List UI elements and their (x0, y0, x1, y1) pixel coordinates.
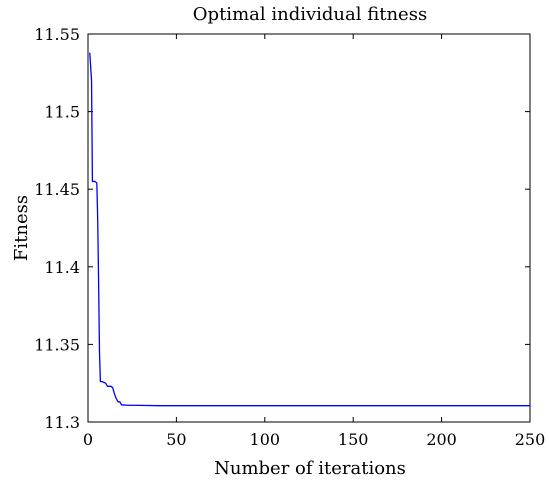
x-axis-label: Number of iterations (214, 458, 406, 479)
x-tick-label: 100 (250, 430, 281, 449)
y-tick-label: 11.3 (44, 413, 80, 432)
fitness-series-line (89, 52, 530, 407)
x-tick-label: 50 (166, 430, 186, 449)
x-tick-label: 150 (338, 430, 369, 449)
plot-area (87, 33, 531, 423)
y-tick-label: 11.4 (44, 258, 80, 277)
y-tick-label: 11.35 (34, 335, 80, 354)
x-tick-label: 200 (426, 430, 457, 449)
series-layer (89, 52, 530, 407)
y-axis: 11.3 11.35 11.4 11.45 11.5 11.55 (34, 25, 530, 432)
x-axis: 0 50 100 150 200 250 (83, 34, 545, 449)
x-tick-label: 0 (83, 430, 93, 449)
y-axis-label: Fitness (11, 195, 32, 261)
y-tick-label: 11.5 (44, 103, 80, 122)
y-tick-label: 11.55 (34, 25, 80, 44)
y-tick-label: 11.45 (34, 180, 80, 199)
x-tick-label: 250 (515, 430, 546, 449)
chart-title: Optimal individual fitness (193, 4, 427, 25)
